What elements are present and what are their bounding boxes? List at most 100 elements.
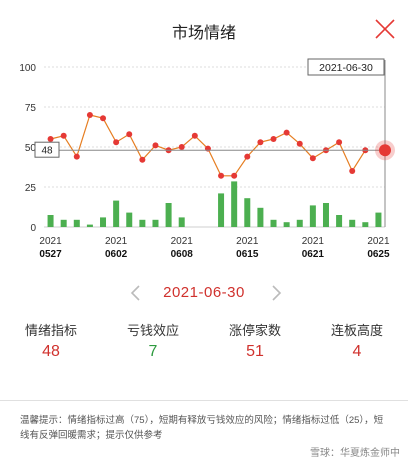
bar <box>349 219 356 227</box>
data-point <box>349 168 356 174</box>
data-point <box>257 139 264 146</box>
x-tick-year: 2021 <box>302 236 325 247</box>
x-tick-day: 0625 <box>367 249 390 260</box>
x-tick-day: 0615 <box>236 249 259 260</box>
metric-consecutive-height: 连板高度 4 <box>306 320 408 368</box>
bar <box>362 222 369 227</box>
value-label-box <box>34 141 60 158</box>
date-label-box <box>307 58 385 76</box>
y-tick-label: 50 <box>25 143 37 154</box>
y-tick-label: 75 <box>25 103 37 114</box>
bar <box>244 198 251 227</box>
sentiment-chart-svg[interactable]: 100 75 50 25 0 2021 0527 2021 0602 2021 0608 2021 0… <box>0 56 408 268</box>
data-point <box>283 129 290 136</box>
divider <box>0 400 408 401</box>
chart-crosshair: 48 2021-06-30 <box>34 58 395 227</box>
header: 市场情绪 <box>0 0 408 58</box>
data-point <box>296 140 303 147</box>
bar <box>139 219 146 227</box>
metric-loss-effect: 亏钱效应 7 <box>102 320 204 368</box>
x-tick-day: 0602 <box>105 249 128 260</box>
metric-value: 7 <box>148 343 158 360</box>
bar <box>336 215 343 227</box>
bar <box>375 212 382 227</box>
bar <box>178 217 185 227</box>
data-point <box>86 112 93 118</box>
metric-value: 48 <box>42 343 60 360</box>
x-tick-day: 0621 <box>302 249 325 260</box>
metric-label: 涨停家数 <box>228 323 281 338</box>
metric-sentiment: 情绪指标 48 <box>0 320 102 368</box>
data-point <box>100 115 107 122</box>
bar <box>126 212 133 227</box>
chevron-left-icon[interactable] <box>124 280 148 306</box>
bar <box>218 193 225 227</box>
metric-limit-up-count: 涨停家数 51 <box>204 320 306 368</box>
data-point <box>60 132 67 139</box>
page-title: 市场情绪 <box>171 25 236 42</box>
x-tick-year: 2021 <box>236 236 259 247</box>
y-tick-label: 25 <box>25 183 37 194</box>
x-tick-day: 0527 <box>39 249 62 260</box>
bar <box>322 203 329 227</box>
highlight-point <box>379 144 391 157</box>
data-point <box>152 142 159 149</box>
data-point <box>244 153 251 160</box>
metrics-row: 情绪指标 48 亏钱效应 7 涨停家数 51 连板高度 4 <box>0 320 408 368</box>
bar <box>257 207 264 227</box>
x-tick-year: 2021 <box>39 236 62 247</box>
bar <box>47 215 54 227</box>
chevron-right-icon[interactable] <box>264 280 288 306</box>
x-tick-day: 0608 <box>171 249 194 260</box>
chart-grid <box>44 66 385 228</box>
value-label: 48 <box>41 146 53 157</box>
data-point <box>270 136 277 142</box>
bar <box>231 181 238 227</box>
data-point <box>178 144 185 150</box>
y-tick-label: 0 <box>30 223 36 234</box>
bar <box>113 200 120 227</box>
x-tick-year: 2021 <box>171 236 194 247</box>
sentiment-line <box>50 114 366 177</box>
tip-text: 温馨提示：情绪指标过高（75），短期有释放亏钱效应的风险；情绪指标过低（25），… <box>20 415 384 441</box>
data-point <box>204 145 211 152</box>
metric-value: 51 <box>246 343 264 360</box>
data-point <box>191 132 198 139</box>
bar <box>296 219 303 227</box>
bar <box>152 219 159 227</box>
data-point <box>309 155 316 162</box>
bar <box>86 224 93 227</box>
metric-label: 连板高度 <box>330 323 383 338</box>
watermark: 雪球：华夏炼金师中 <box>310 448 400 459</box>
data-point <box>139 156 146 163</box>
metric-label: 亏钱效应 <box>126 323 179 338</box>
current-date: 2021-06-30 <box>163 284 245 301</box>
date-label: 2021-06-30 <box>319 62 373 74</box>
bar <box>283 222 290 227</box>
metric-label: 情绪指标 <box>24 323 77 338</box>
chart-bars <box>47 181 382 227</box>
bar <box>100 217 107 227</box>
data-point <box>47 136 54 142</box>
x-axis-labels: 2021 0527 2021 0602 2021 0608 2021 0615 2021 0621… <box>39 236 390 260</box>
data-point <box>231 172 238 179</box>
x-tick-year: 2021 <box>367 236 390 247</box>
bar <box>165 203 172 227</box>
data-point <box>113 139 120 146</box>
data-point <box>73 153 80 160</box>
sentiment-chart[interactable]: 100 75 50 25 0 2021 0527 2021 0602 2021 0608 2021 0… <box>0 56 408 268</box>
bar <box>60 219 67 227</box>
chart-line <box>50 114 366 177</box>
chart-points <box>47 112 369 179</box>
date-navigator: 2021-06-30 <box>0 280 408 306</box>
data-point <box>126 131 133 138</box>
bar <box>270 219 277 227</box>
data-point <box>336 139 343 146</box>
bar <box>73 219 80 227</box>
y-tick-label: 100 <box>19 63 36 74</box>
close-icon[interactable] <box>372 16 398 42</box>
x-tick-year: 2021 <box>105 236 128 247</box>
data-point <box>218 172 225 179</box>
y-axis-ticks: 100 75 50 25 0 <box>19 63 36 234</box>
metric-value: 4 <box>352 343 362 360</box>
